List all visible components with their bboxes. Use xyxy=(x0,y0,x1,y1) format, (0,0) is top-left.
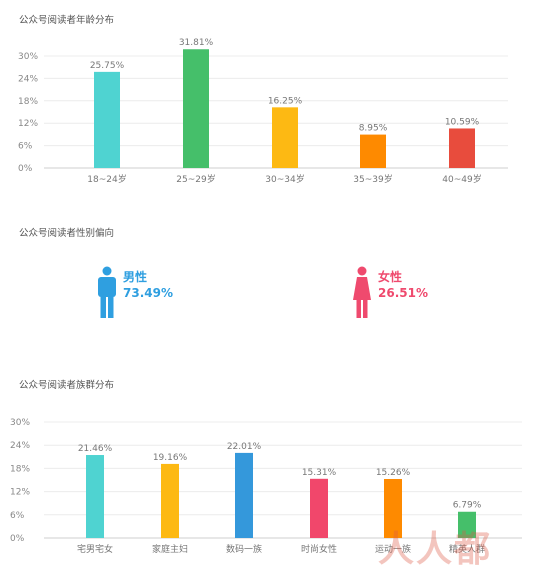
x-tick-label: 35~39岁 xyxy=(353,173,392,185)
y-tick-label: 6% xyxy=(18,142,33,152)
x-tick-label: 宅男宅女 xyxy=(77,543,113,555)
bar xyxy=(94,71,120,168)
male-gender-block: 男性 73.49% xyxy=(96,266,173,320)
data-label: 6.79% xyxy=(453,501,482,511)
x-tick-label: 时尚女性 xyxy=(301,543,337,555)
data-label: 19.16% xyxy=(153,453,188,463)
bar xyxy=(449,128,475,168)
watermark-text: 人人都 xyxy=(378,529,493,570)
gender-section-title: 公众号阅读者性别偏向 xyxy=(19,228,115,239)
y-tick-label: 18% xyxy=(10,464,30,474)
x-tick-label: 运动一族 xyxy=(375,543,411,555)
age-chart-title: 公众号阅读者年龄分布 xyxy=(19,15,115,26)
bar xyxy=(360,134,386,168)
x-tick-label: 25~29岁 xyxy=(176,173,215,185)
x-tick-label: 18~24岁 xyxy=(87,173,126,185)
female-percent: 26.51% xyxy=(378,286,428,300)
data-label: 10.59% xyxy=(445,117,480,127)
data-label: 15.26% xyxy=(376,468,411,478)
y-tick-label: 24% xyxy=(18,74,38,84)
data-label: 8.95% xyxy=(359,124,388,134)
y-tick-label: 0% xyxy=(10,534,25,544)
data-label: 21.46% xyxy=(78,444,113,454)
bar xyxy=(458,511,476,538)
bar xyxy=(183,49,209,168)
male-percent: 73.49% xyxy=(123,286,173,300)
y-tick-label: 18% xyxy=(18,97,38,107)
bar xyxy=(310,478,328,538)
y-tick-label: 12% xyxy=(10,488,30,498)
female-label: 女性 xyxy=(378,270,403,284)
y-tick-label: 30% xyxy=(18,52,38,62)
bar xyxy=(384,478,402,538)
x-tick-label: 40~49岁 xyxy=(442,173,481,185)
data-label: 25.75% xyxy=(90,61,125,71)
x-tick-label: 家庭主妇 xyxy=(152,543,188,555)
y-tick-label: 24% xyxy=(10,441,30,451)
x-tick-label: 精英人群 xyxy=(449,543,485,555)
bar xyxy=(161,463,179,538)
bar xyxy=(235,452,253,538)
data-label: 16.25% xyxy=(268,96,303,106)
female-gender-block: 女性 26.51% xyxy=(351,266,428,320)
x-tick-label: 数码一族 xyxy=(226,543,262,555)
data-label: 15.31% xyxy=(302,468,337,478)
y-tick-label: 30% xyxy=(10,418,30,428)
female-figure-icon xyxy=(353,266,371,318)
male-figure-icon xyxy=(98,266,116,318)
y-tick-label: 12% xyxy=(18,119,38,129)
group-chart-title: 公众号阅读者族群分布 xyxy=(19,380,115,391)
male-label: 男性 xyxy=(123,270,148,284)
age-bar-chart: 0% 6% 12% 18% 24% 30% 25.75% 18~24岁 31.81% 25~29岁… xyxy=(18,38,508,185)
x-tick-label: 30~34岁 xyxy=(265,173,304,185)
bar xyxy=(272,107,298,168)
y-tick-label: 0% xyxy=(18,164,33,174)
data-label: 22.01% xyxy=(227,442,262,452)
data-label: 31.81% xyxy=(179,38,214,48)
bar xyxy=(86,455,104,538)
y-tick-label: 6% xyxy=(10,511,25,521)
